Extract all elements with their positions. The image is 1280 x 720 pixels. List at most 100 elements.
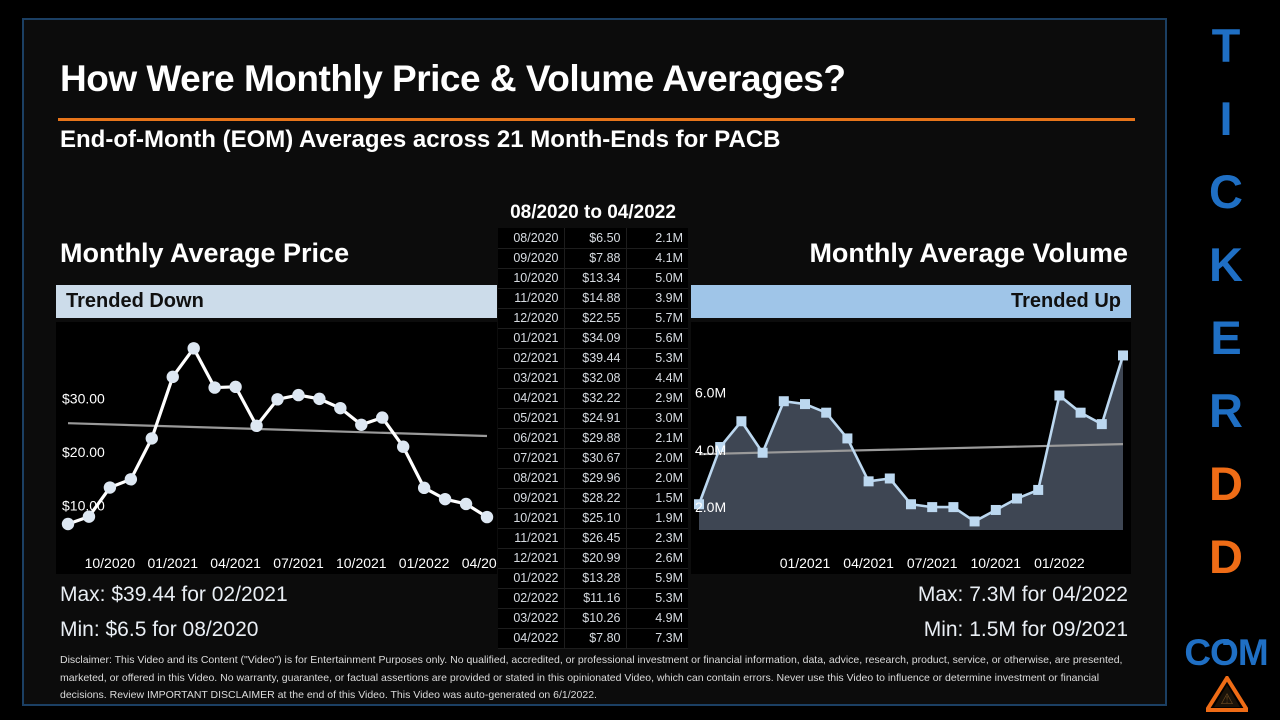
- brand-letter-k-3: K: [1209, 238, 1243, 291]
- cell-price: $28.22: [564, 488, 627, 509]
- volume-trend-label: Trended Up: [1010, 290, 1121, 312]
- cell-date: 01/2022: [498, 568, 565, 589]
- cell-date: 09/2020: [498, 248, 565, 269]
- price-section-title: Monthly Average Price: [60, 238, 350, 268]
- table-row: 11/2020 $14.88 3.9M: [498, 288, 688, 309]
- cell-date: 06/2021: [498, 428, 565, 449]
- cell-date: 09/2021: [498, 488, 565, 509]
- warning-triangle-icon: ⚠: [1206, 676, 1248, 712]
- cell-price: $11.16: [564, 588, 627, 609]
- table-row: 02/2021 $39.44 5.3M: [498, 348, 688, 369]
- cell-volume: 4.1M: [626, 248, 688, 269]
- cell-volume: 2.1M: [626, 228, 688, 249]
- cell-volume: 2.1M: [626, 428, 688, 449]
- cell-price: $10.26: [564, 608, 627, 629]
- cell-date: 12/2020: [498, 308, 565, 329]
- cell-date: 08/2020: [498, 228, 565, 249]
- brand-letter-e-4: E: [1210, 311, 1242, 364]
- table-row: 09/2021 $28.22 1.5M: [498, 488, 688, 509]
- cell-date: 02/2021: [498, 348, 565, 369]
- svg-text:2.0M: 2.0M: [695, 499, 726, 515]
- cell-volume: 1.9M: [626, 508, 688, 529]
- price-min-stat: Min: $6.5 for 08/2020: [60, 618, 259, 641]
- volume-section-title: Monthly Average Volume: [809, 238, 1128, 268]
- cell-date: 11/2020: [498, 288, 565, 309]
- svg-text:10/2021: 10/2021: [970, 555, 1021, 571]
- cell-volume: 7.3M: [626, 628, 688, 649]
- page-subtitle: End-of-Month (EOM) Averages across 21 Mo…: [60, 126, 781, 153]
- cell-price: $32.08: [564, 368, 627, 389]
- cell-price: $34.09: [564, 328, 627, 349]
- table-row: 12/2020 $22.55 5.7M: [498, 308, 688, 329]
- cell-volume: 2.0M: [626, 448, 688, 469]
- cell-volume: 2.0M: [626, 468, 688, 489]
- cell-volume: 5.3M: [626, 588, 688, 609]
- cell-price: $14.88: [564, 288, 627, 309]
- monthly-averages-table: 08/2020 $6.50 2.1M 09/2020 $7.88 4.1M 10/2020 $…: [498, 228, 688, 649]
- cell-volume: 5.9M: [626, 568, 688, 589]
- cell-volume: 5.0M: [626, 268, 688, 289]
- brand-letter-i-1: I: [1219, 92, 1233, 145]
- cell-volume: 1.5M: [626, 488, 688, 509]
- brand-dot: .: [1220, 610, 1232, 654]
- cell-price: $13.34: [564, 268, 627, 289]
- cell-price: $20.99: [564, 548, 627, 569]
- svg-text:10/2021: 10/2021: [336, 555, 387, 571]
- brand-letter-d-6: D: [1209, 457, 1243, 510]
- cell-price: $30.67: [564, 448, 627, 469]
- table-row: 10/2020 $13.34 5.0M: [498, 268, 688, 289]
- table-row: 03/2021 $32.08 4.4M: [498, 368, 688, 389]
- cell-price: $7.80: [564, 628, 627, 649]
- svg-text:$20.00: $20.00: [62, 444, 105, 460]
- svg-text:$30.00: $30.00: [62, 391, 105, 407]
- svg-text:10/2020: 10/2020: [85, 555, 136, 571]
- page-title: How Were Monthly Price & Volume Averages…: [60, 58, 846, 99]
- cell-volume: 3.9M: [626, 288, 688, 309]
- svg-text:04/2021: 04/2021: [843, 555, 894, 571]
- svg-text:07/2021: 07/2021: [907, 555, 958, 571]
- brand-com: COM: [1184, 632, 1268, 673]
- cell-price: $25.10: [564, 508, 627, 529]
- cell-date: 01/2021: [498, 328, 565, 349]
- cell-price: $26.45: [564, 528, 627, 549]
- cell-price: $39.44: [564, 348, 627, 369]
- price-line-chart: $30.00 $20.00 $10.00 10/2020 01/2021 04/2021 0…: [56, 322, 497, 574]
- table-row: 08/2021 $29.96 2.0M: [498, 468, 688, 489]
- cell-volume: 4.4M: [626, 368, 688, 389]
- cell-date: 11/2021: [498, 528, 565, 549]
- price-trend-label: Trended Down: [66, 290, 204, 312]
- cell-volume: 2.6M: [626, 548, 688, 569]
- table-row: 04/2021 $32.22 2.9M: [498, 388, 688, 409]
- cell-date: 04/2022: [498, 628, 565, 649]
- cell-price: $6.50: [564, 228, 627, 249]
- svg-text:01/2022: 01/2022: [399, 555, 450, 571]
- cell-price: $13.28: [564, 568, 627, 589]
- cell-date: 10/2020: [498, 268, 565, 289]
- cell-price: $29.88: [564, 428, 627, 449]
- cell-date: 02/2022: [498, 588, 565, 609]
- table-row: 04/2022 $7.80 7.3M: [498, 628, 688, 649]
- table-row: 02/2022 $11.16 5.3M: [498, 588, 688, 609]
- brand-letter-d-7: D: [1209, 530, 1243, 583]
- volume-trend-badge: Trended Up: [691, 285, 1131, 318]
- svg-text:01/2021: 01/2021: [147, 555, 198, 571]
- table-row: 01/2022 $13.28 5.9M: [498, 568, 688, 589]
- cell-price: $29.96: [564, 468, 627, 489]
- brand-letter-r-5: R: [1209, 384, 1243, 437]
- cell-volume: 4.9M: [626, 608, 688, 629]
- cell-volume: 2.9M: [626, 388, 688, 409]
- cell-price: $22.55: [564, 308, 627, 329]
- table-row: 12/2021 $20.99 2.6M: [498, 548, 688, 569]
- cell-date: 12/2021: [498, 548, 565, 569]
- volume-area-chart: 6.0M 4.0M 2.0M 01/2021 04/2021 07/2021 10/2021…: [691, 322, 1131, 574]
- table-row: 11/2021 $26.45 2.3M: [498, 528, 688, 549]
- cell-date: 07/2021: [498, 448, 565, 469]
- svg-text:01/2021: 01/2021: [780, 555, 831, 571]
- table-date-range: 08/2020 to 04/2022: [510, 202, 676, 223]
- svg-text:$10.00: $10.00: [62, 497, 105, 513]
- svg-text:07/2021: 07/2021: [273, 555, 324, 571]
- cell-date: 05/2021: [498, 408, 565, 429]
- svg-text:04/2022: 04/2022: [462, 555, 497, 571]
